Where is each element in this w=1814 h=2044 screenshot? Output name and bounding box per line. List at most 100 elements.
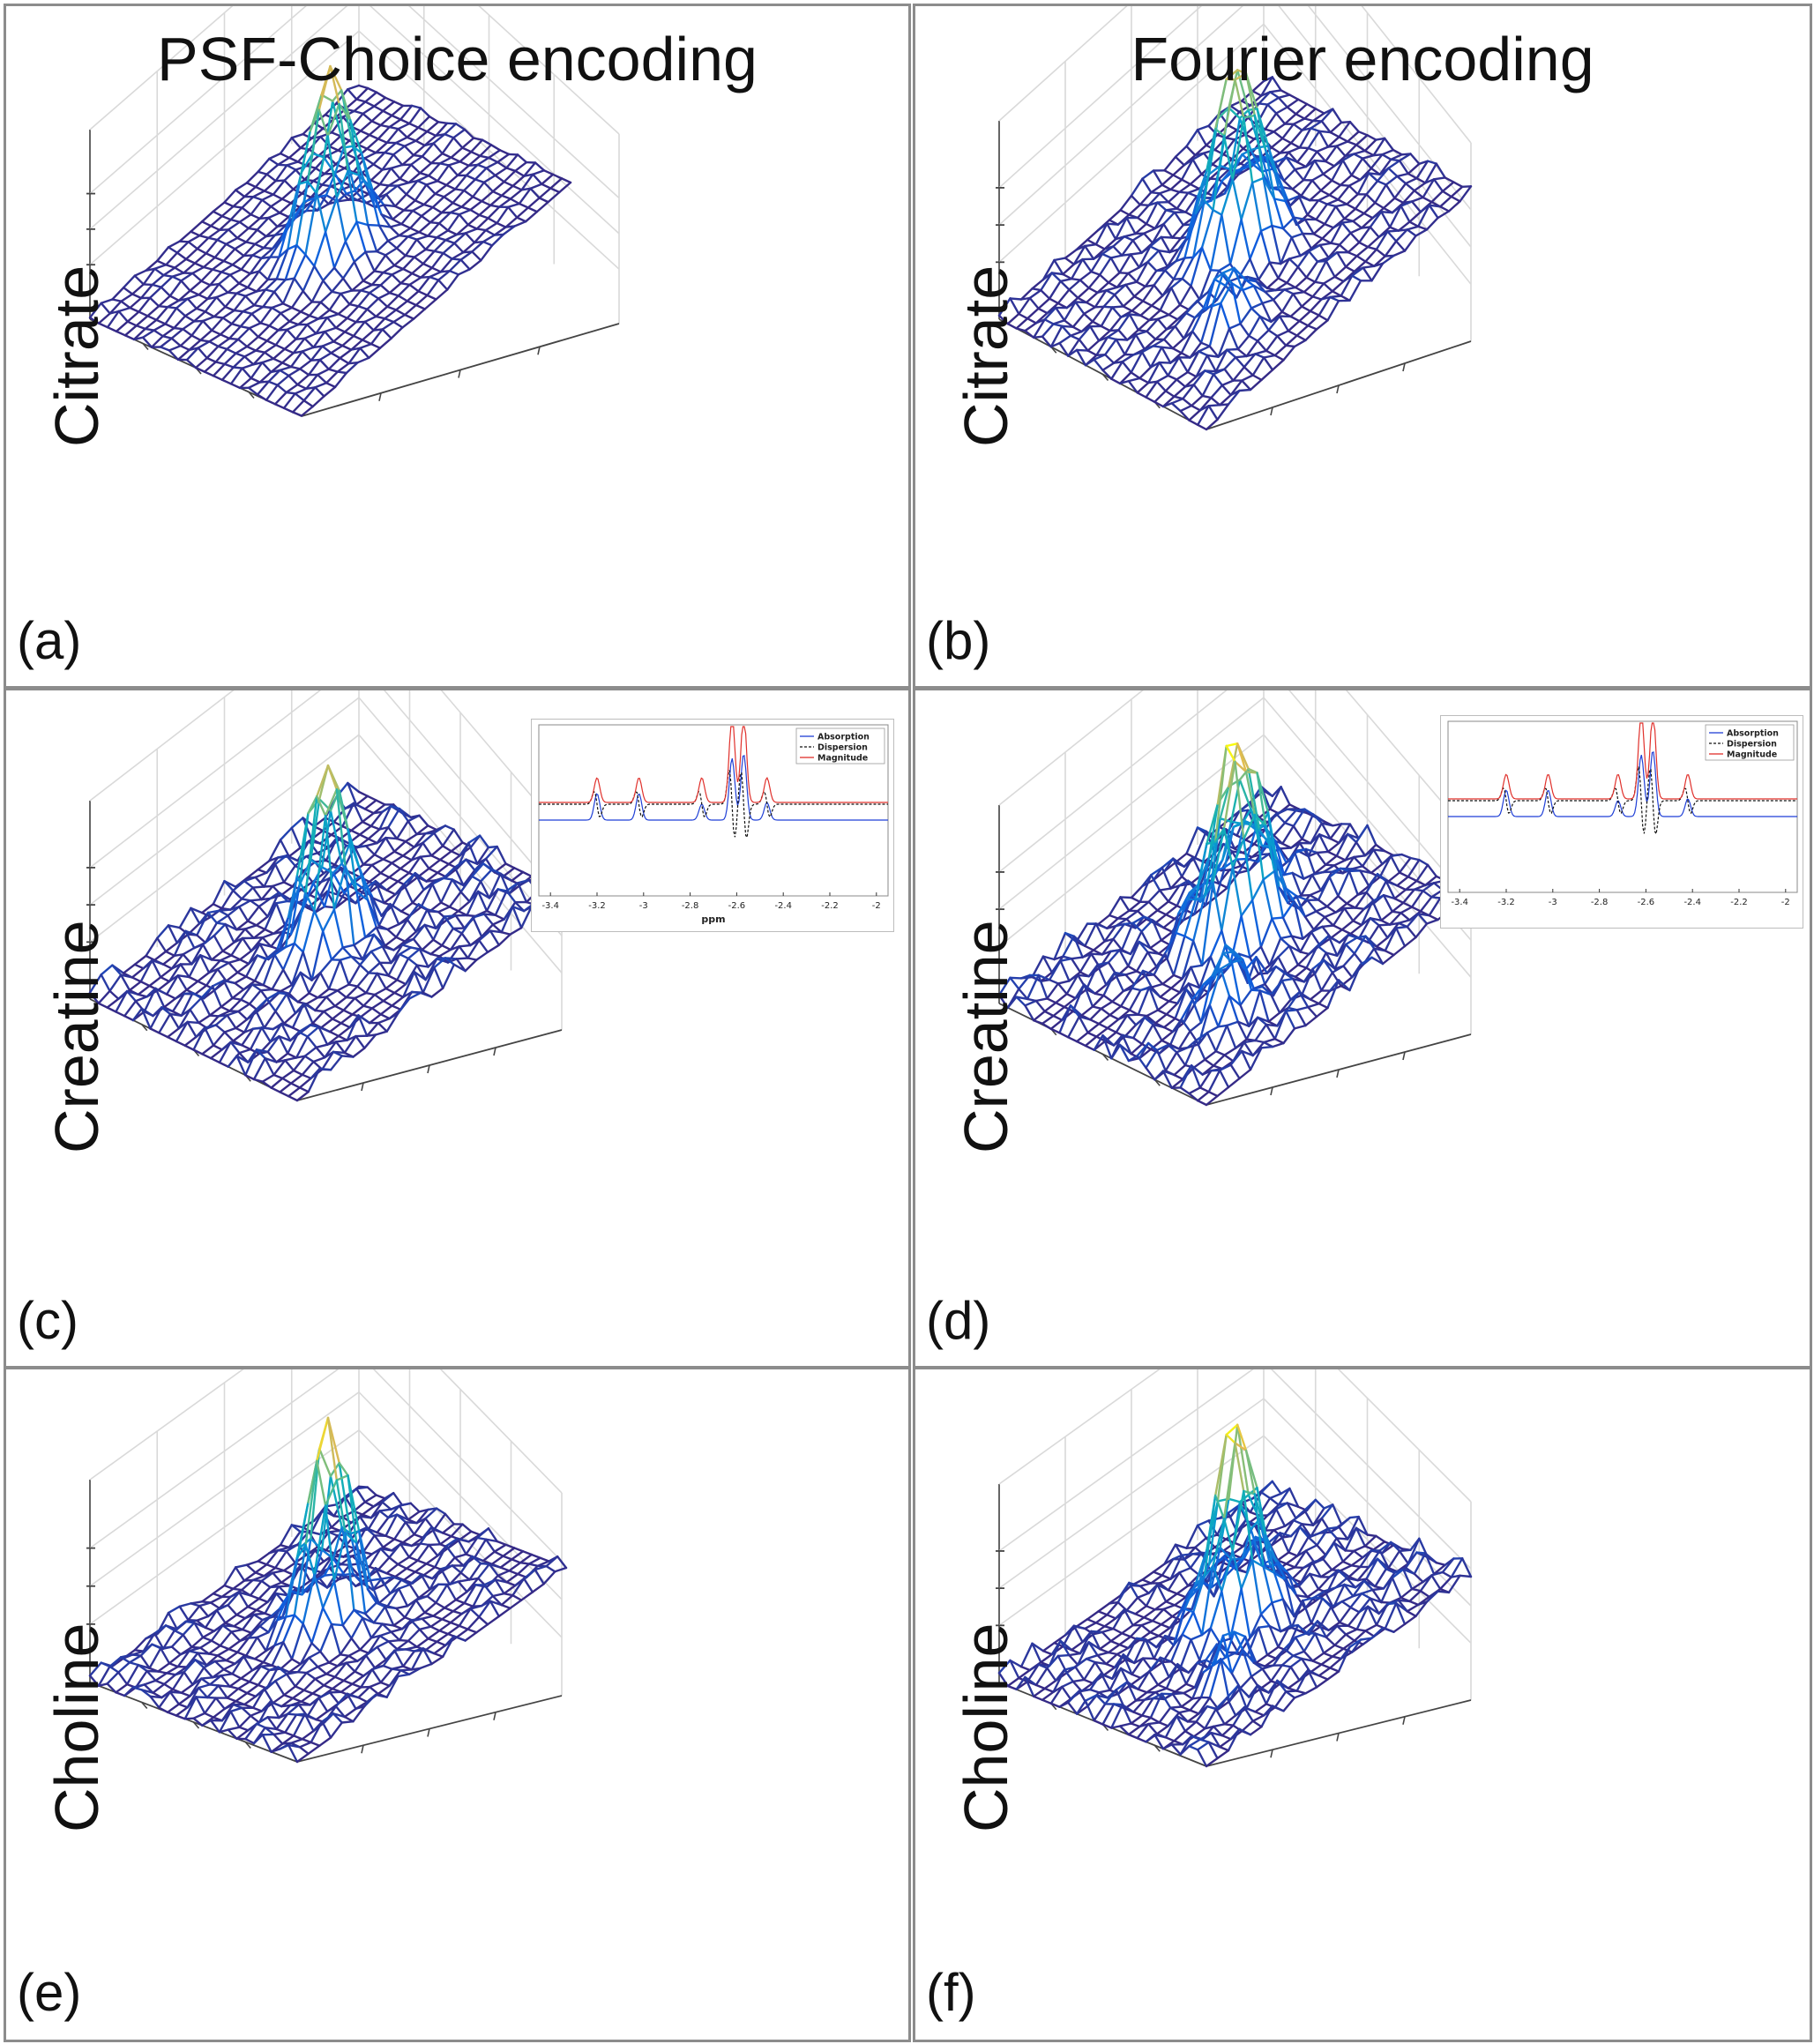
mesh-edge (1091, 1005, 1103, 1010)
mesh-edge (178, 906, 192, 929)
mesh-edge (1110, 377, 1122, 385)
mesh-edge (1268, 261, 1282, 265)
mesh-edge (385, 880, 399, 891)
mesh-edge (278, 1035, 289, 1055)
mesh-edge (1198, 345, 1211, 353)
mesh-edge (289, 1073, 303, 1085)
mesh-edge (1303, 915, 1315, 931)
mesh-edge (1149, 939, 1162, 950)
mesh-edge (1227, 110, 1241, 127)
mesh-edge (283, 179, 295, 190)
mesh-edge (132, 336, 145, 341)
mesh-edge (418, 220, 432, 234)
mesh-edge (370, 824, 381, 831)
mesh-edge (1226, 348, 1237, 359)
mesh-edge (1344, 936, 1358, 946)
mesh-edge (317, 1026, 329, 1046)
mesh-edge (302, 386, 317, 402)
mesh-edge (1355, 255, 1367, 263)
mesh-edge (306, 317, 320, 326)
mesh-edge (1370, 956, 1385, 966)
mesh-edge (264, 288, 276, 294)
mesh-edge (263, 344, 277, 354)
inset-xlabel: ppm (701, 914, 725, 925)
mesh-edge (224, 922, 238, 931)
mesh-edge (1334, 203, 1348, 208)
mesh-edge (1220, 961, 1233, 970)
mesh-edge (1075, 1040, 1087, 1048)
mesh-edge (1174, 145, 1188, 159)
mesh-edge (282, 881, 294, 888)
mesh-edge (1236, 1020, 1250, 1027)
mesh-edge (433, 239, 447, 252)
mesh-edge (357, 133, 371, 146)
mesh-edge (295, 811, 310, 877)
mesh-edge (396, 957, 410, 981)
mesh-edge (1282, 168, 1296, 183)
mesh-edge (401, 854, 413, 862)
mesh-edge (129, 306, 140, 313)
mesh-edge (1396, 876, 1409, 887)
mesh-edge (189, 289, 200, 296)
mesh-edge (1363, 138, 1377, 153)
dispersion-line (539, 770, 888, 839)
mesh-edge (516, 206, 530, 219)
mesh-edge (1156, 1000, 1170, 1011)
mesh-edge (1267, 1011, 1281, 1023)
mesh-edge (1342, 952, 1356, 967)
mesh-edge (270, 1077, 284, 1089)
mesh-edge (1228, 995, 1242, 1007)
mesh-edge (1238, 779, 1252, 810)
mesh-edge (355, 308, 369, 324)
mesh-edge (316, 368, 330, 377)
mesh-edge (139, 981, 151, 988)
mesh-edge (1188, 419, 1199, 426)
mesh-edge (280, 306, 294, 315)
mesh-edge (1148, 309, 1161, 322)
mesh-edge (403, 139, 417, 147)
mesh-edge (253, 288, 267, 307)
mesh-edge (164, 950, 176, 957)
surface-plot-b (996, 6, 1473, 431)
mesh-edge (1271, 76, 1282, 92)
mesh-edge (411, 888, 425, 905)
mesh-edge (392, 320, 404, 329)
mesh-edge (458, 208, 472, 216)
mesh-edge (279, 826, 293, 841)
mesh-edge (149, 1006, 163, 1030)
mesh-edge (379, 871, 391, 879)
mesh-edge (406, 290, 420, 302)
mesh-edge (347, 781, 358, 806)
mesh-edge (359, 347, 370, 359)
mesh-edge (1262, 176, 1273, 228)
mesh-edge (321, 172, 335, 186)
mesh-edge (244, 954, 258, 978)
mesh-edge (1094, 222, 1109, 246)
mesh-edge (255, 278, 269, 293)
mesh-edge (240, 268, 251, 275)
mesh-edge (430, 845, 444, 857)
mesh-edge (1410, 906, 1422, 913)
mesh-edge (1358, 241, 1370, 249)
mesh-edge (1352, 920, 1363, 927)
mesh-edge (383, 893, 397, 905)
mesh-edge (1283, 821, 1295, 828)
mesh-edge (414, 871, 425, 891)
mesh-edge (387, 953, 401, 977)
mesh-edge (997, 994, 1010, 1009)
mesh-edge (204, 295, 218, 313)
mesh-edge (438, 948, 452, 958)
mesh-edge (291, 399, 305, 414)
mesh-edge (385, 127, 399, 145)
mesh-edge (1407, 172, 1418, 180)
mesh-edge (1346, 203, 1357, 211)
mesh-edge (1250, 878, 1265, 902)
mesh-edge (375, 141, 389, 154)
mesh-edge (1075, 1031, 1089, 1043)
mesh-edge (450, 850, 461, 857)
mesh-edge (1254, 1039, 1265, 1044)
mesh-edge (1277, 944, 1291, 959)
mesh-edge (251, 246, 265, 257)
mesh-edge (1172, 174, 1183, 181)
mesh-edge (491, 918, 505, 926)
